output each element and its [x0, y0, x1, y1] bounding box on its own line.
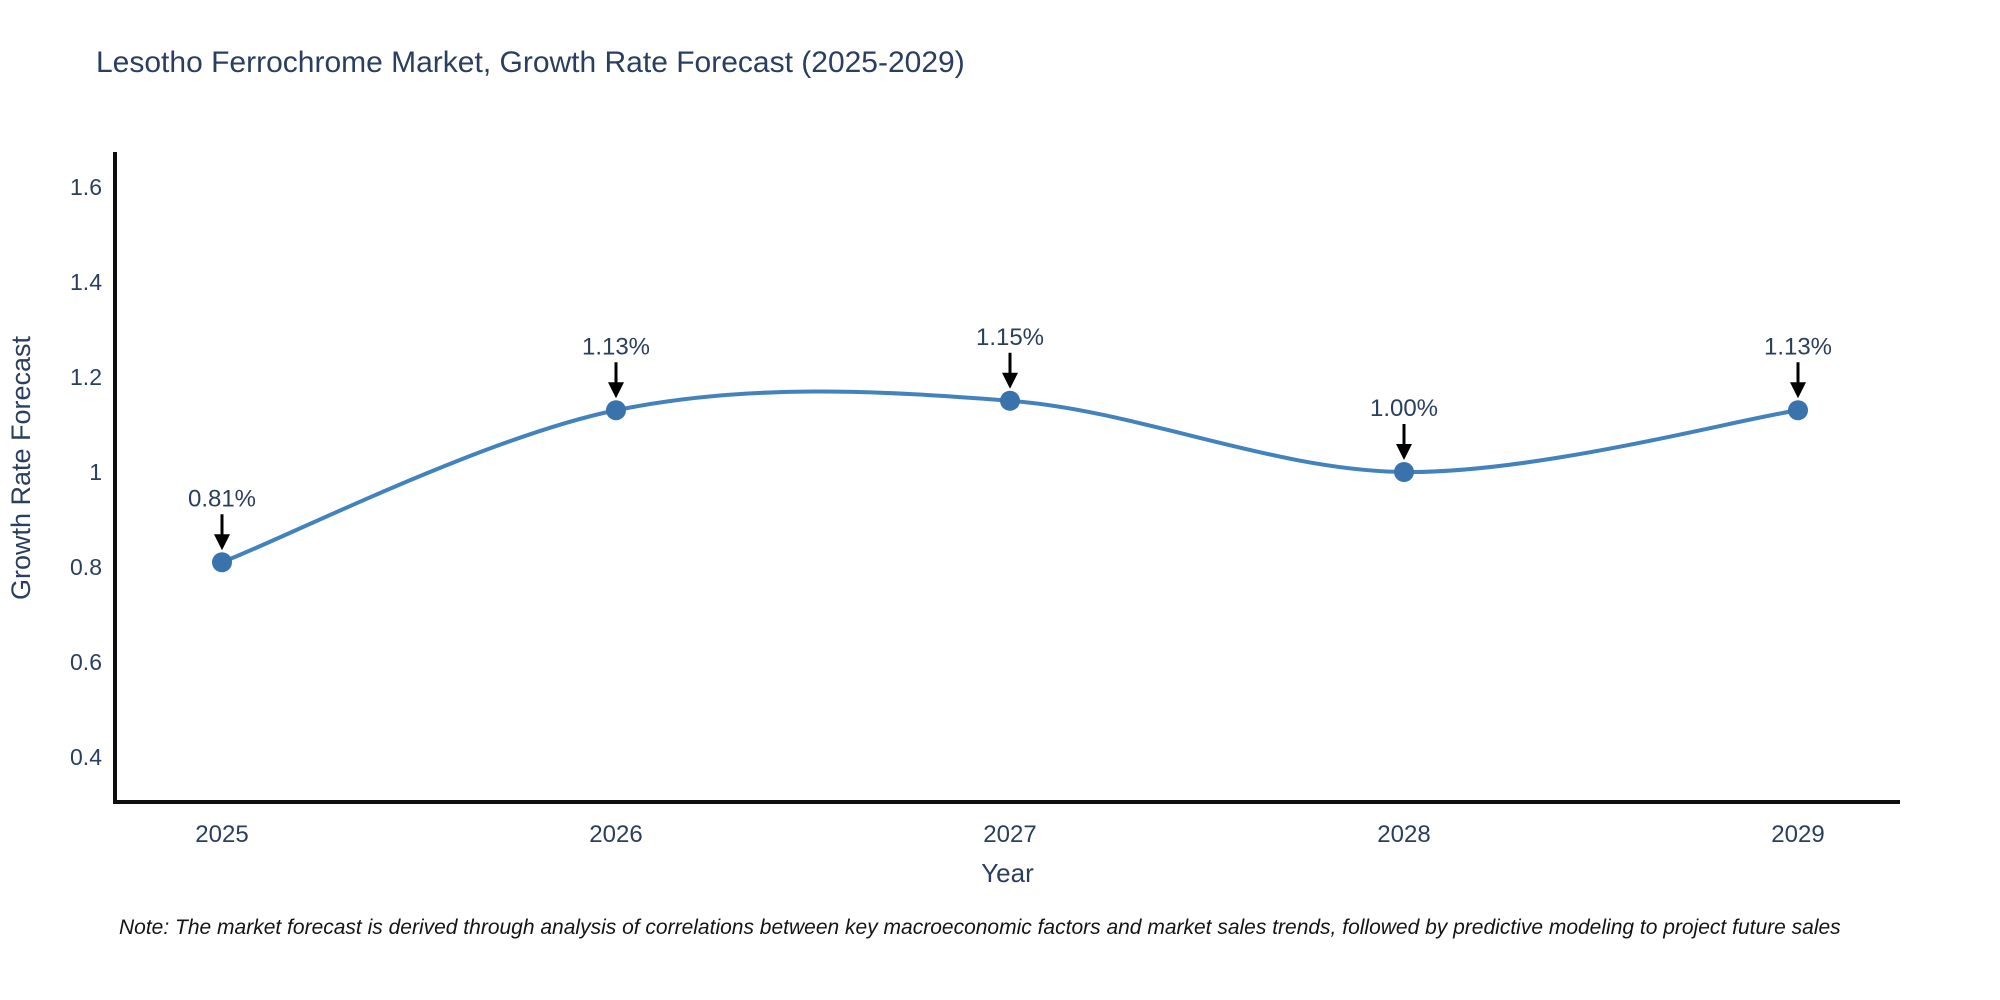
annotation-arrowhead-icon: [608, 382, 624, 399]
point-value-label: 1.13%: [1764, 333, 1832, 360]
annotation-arrowhead-icon: [1790, 382, 1806, 399]
y-tick-label: 1.4: [70, 269, 102, 295]
x-tick-label: 2025: [195, 821, 248, 848]
y-tick-label: 1: [89, 459, 102, 485]
y-tick-label: 0.6: [70, 649, 102, 675]
chart-title: Lesotho Ferrochrome Market, Growth Rate …: [96, 46, 965, 79]
y-tick-label: 1.2: [70, 364, 102, 390]
data-point-2027[interactable]: [1000, 390, 1020, 411]
point-value-label: 1.00%: [1370, 395, 1438, 422]
x-tick-label: 2027: [983, 821, 1036, 848]
forecast-line: [220, 389, 1800, 565]
data-point-2026[interactable]: [606, 400, 626, 421]
x-tick-label: 2028: [1377, 821, 1430, 848]
annotation-arrowhead-icon: [214, 534, 230, 551]
x-tick-label: 2029: [1771, 821, 1824, 848]
y-tick-label: 0.4: [70, 744, 102, 770]
annotation-arrowhead-icon: [1002, 372, 1018, 389]
point-value-label: 1.13%: [582, 333, 650, 360]
data-point-2029[interactable]: [1788, 400, 1808, 421]
y-tick-label: 0.8: [70, 554, 102, 580]
point-value-label: 0.81%: [188, 485, 256, 512]
footnote: Note: The market forecast is derived thr…: [119, 916, 1841, 939]
y-tick-label: 1.6: [70, 174, 102, 200]
point-value-label: 1.15%: [976, 324, 1044, 351]
data-point-2028[interactable]: [1394, 462, 1414, 482]
x-axis-title: Year: [981, 858, 1034, 888]
y-axis-title: Growth Rate Forecast: [6, 335, 36, 600]
annotation-arrowhead-icon: [1396, 444, 1412, 460]
data-point-2025[interactable]: [212, 552, 232, 573]
x-tick-label: 2026: [589, 821, 642, 848]
